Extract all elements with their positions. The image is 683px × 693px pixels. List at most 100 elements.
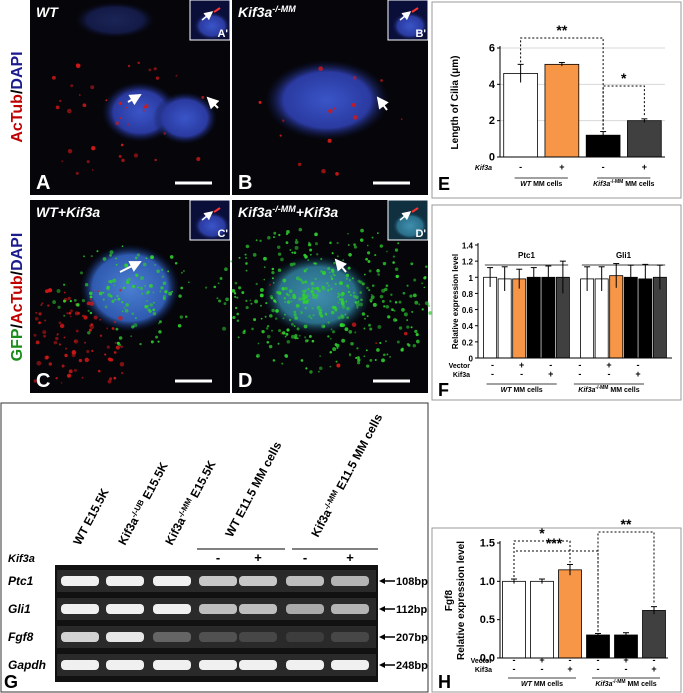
green-signal xyxy=(270,296,274,300)
red-signal xyxy=(175,74,178,77)
inset-letter: A' xyxy=(217,28,228,40)
red-signal xyxy=(38,321,41,325)
red-signal xyxy=(64,353,68,358)
y-tick-label: 0.4 xyxy=(462,322,474,331)
green-signal xyxy=(69,299,72,303)
green-signal xyxy=(329,337,332,340)
red-signal xyxy=(106,327,109,330)
gel-row xyxy=(57,626,376,648)
green-signal xyxy=(371,236,374,239)
gene-label: Gli1 xyxy=(8,602,31,616)
inset-arrow xyxy=(399,211,412,221)
arrow xyxy=(127,93,142,106)
green-signal xyxy=(363,327,366,330)
green-signal xyxy=(56,289,61,293)
green-signal xyxy=(144,284,146,287)
green-signal xyxy=(413,278,417,282)
bar xyxy=(642,610,666,659)
green-signal xyxy=(135,273,139,277)
red-signal xyxy=(120,345,123,348)
green-signal xyxy=(401,308,405,312)
green-signal xyxy=(319,355,322,358)
row-sign: - xyxy=(541,664,544,674)
green-signal xyxy=(331,330,336,334)
green-signal xyxy=(168,291,173,296)
red-signal xyxy=(61,160,64,163)
green-signal xyxy=(366,244,369,247)
gel-band xyxy=(106,604,144,614)
band-size: 108bp xyxy=(396,576,428,588)
green-signal xyxy=(292,293,296,297)
group-label: WT MM cells xyxy=(520,181,562,188)
stain-part: / xyxy=(9,89,26,94)
green-signal xyxy=(395,274,399,279)
green-signal xyxy=(96,250,99,253)
red-signal xyxy=(63,336,66,339)
green-signal xyxy=(234,306,238,310)
green-signal xyxy=(289,262,294,267)
green-signal xyxy=(249,299,252,302)
bar xyxy=(627,120,662,158)
green-signal xyxy=(286,328,290,332)
green-signal xyxy=(300,359,304,362)
green-signal xyxy=(243,329,246,332)
green-signal xyxy=(381,358,385,363)
red-signal xyxy=(99,334,103,337)
significance-bracket xyxy=(520,37,604,130)
significance-label: * xyxy=(539,525,545,541)
gene-label: Fgf8 xyxy=(8,630,34,644)
error-bar xyxy=(627,264,634,290)
green-signal xyxy=(271,270,275,275)
row-sign: + xyxy=(623,655,628,665)
red-signal xyxy=(63,291,66,294)
error-bar xyxy=(530,267,537,287)
red-signal xyxy=(93,315,98,320)
green-signal xyxy=(341,291,345,296)
green-signal xyxy=(381,299,385,303)
green-signal xyxy=(304,255,308,259)
green-signal xyxy=(392,255,396,258)
green-signal xyxy=(272,359,276,362)
green-signal xyxy=(333,261,336,265)
green-signal xyxy=(359,302,363,307)
green-signal xyxy=(284,286,288,291)
red-signal xyxy=(55,105,60,110)
green-signal xyxy=(102,298,105,301)
green-signal xyxy=(309,370,313,374)
green-signal xyxy=(230,260,233,263)
green-signal xyxy=(154,264,156,266)
error-bar xyxy=(600,131,607,139)
green-signal xyxy=(335,343,340,348)
row-sign: - xyxy=(607,369,610,379)
green-signal xyxy=(266,340,270,344)
green-signal xyxy=(244,253,247,256)
green-signal xyxy=(330,275,333,278)
green-signal xyxy=(371,284,375,288)
green-signal xyxy=(393,309,396,312)
panel-letter: D xyxy=(238,370,252,392)
green-signal xyxy=(369,327,373,331)
green-signal xyxy=(89,311,93,315)
green-signal xyxy=(254,299,259,304)
red-signal xyxy=(196,156,201,161)
nucleus xyxy=(75,2,155,38)
row-label: Kif3a xyxy=(475,667,492,674)
green-signal xyxy=(234,281,238,285)
green-signal xyxy=(222,326,227,331)
green-signal xyxy=(312,296,314,299)
green-signal xyxy=(288,318,292,322)
green-signal xyxy=(428,311,433,315)
green-signal xyxy=(392,261,395,264)
green-signal xyxy=(290,300,293,303)
bar xyxy=(483,276,498,359)
red-signal xyxy=(113,376,117,380)
row-sign: + xyxy=(559,162,564,172)
green-signal xyxy=(390,293,393,296)
green-signal xyxy=(382,353,386,357)
green-signal xyxy=(307,243,312,247)
green-signal xyxy=(366,315,369,318)
red-signal xyxy=(111,327,115,330)
red-signal xyxy=(97,290,100,293)
panel-title: WT+Kif3a xyxy=(36,204,100,220)
